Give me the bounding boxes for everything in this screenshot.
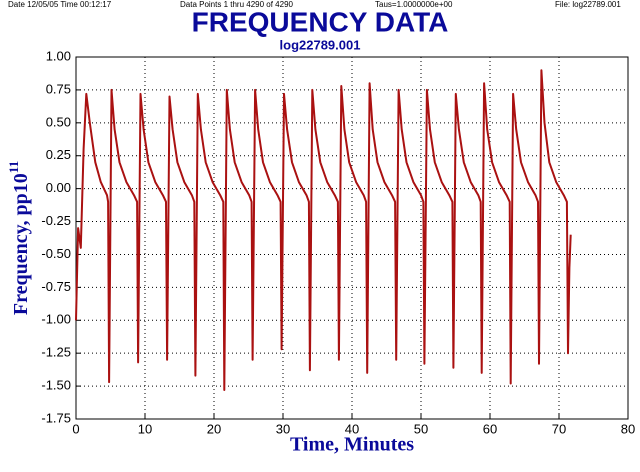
data-line (75, 69, 572, 391)
header-text: File: log22789.001 (555, 0, 621, 9)
chart-subtitle: log22789.001 (280, 37, 361, 52)
x-tick-label: 0 (72, 421, 79, 436)
x-tick-label: 30 (276, 421, 290, 436)
y-axis-label: Frequency, pp1011 (6, 161, 32, 315)
x-tick-label: 80 (621, 421, 635, 436)
x-tick-label: 20 (207, 421, 221, 436)
y-tick-label: -1.00 (41, 312, 71, 327)
y-tick-label: 0.25 (46, 147, 71, 162)
y-tick-label: -1.25 (41, 345, 71, 360)
x-tick-label: 10 (138, 421, 152, 436)
y-tick-label: -0.50 (41, 246, 71, 261)
header-text: Taus=1.0000000e+00 (375, 0, 453, 9)
y-axis-label-sup: 11 (6, 161, 21, 173)
x-tick-label: 70 (552, 421, 566, 436)
header-text: Date 12/05/05 Time 00:12:17 (8, 0, 112, 9)
x-tick-label: 40 (345, 421, 359, 436)
y-tick-label: 0.75 (46, 81, 71, 96)
y-axis-label-text: Frequency, pp10 (10, 173, 32, 315)
y-tick-label: -1.75 (41, 410, 71, 425)
y-tick-label: -0.25 (41, 213, 71, 228)
x-tick-label: 60 (483, 421, 497, 436)
x-axis-label: Time, Minutes (290, 434, 414, 456)
y-tick-label: -0.75 (41, 279, 71, 294)
y-tick-label: 1.00 (46, 48, 71, 63)
header-text: Data Points 1 thru 4290 of 4290 (180, 0, 294, 9)
x-tick-label: 50 (414, 421, 428, 436)
y-tick-label: -1.50 (41, 378, 71, 393)
chart-title: FREQUENCY DATA (192, 6, 449, 37)
y-tick-label: 0.00 (46, 180, 71, 195)
y-tick-label: 0.50 (46, 114, 71, 129)
